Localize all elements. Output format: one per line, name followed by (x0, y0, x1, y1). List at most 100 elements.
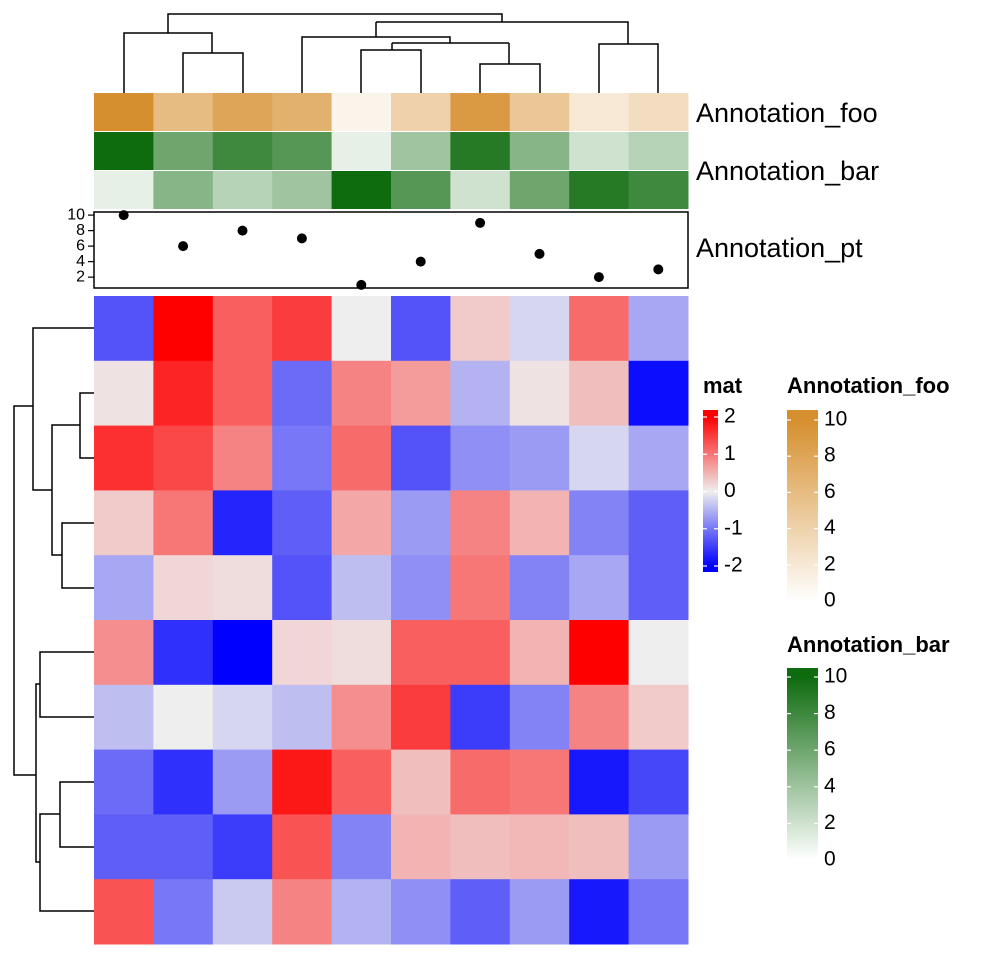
legend-tick-label: 0 (824, 848, 836, 871)
heatmap-cell (450, 490, 511, 556)
heatmap-cell (450, 684, 511, 751)
heatmap-cell (509, 814, 570, 880)
heatmap-cell (569, 360, 630, 427)
heatmap-cell (212, 425, 273, 491)
heatmap-cell (212, 620, 273, 686)
heatmap-cell (272, 749, 333, 815)
heatmap-cell (391, 620, 451, 686)
heatmap-cell (331, 879, 392, 945)
heatmap-cell (509, 555, 570, 621)
heatmap-cell (391, 814, 451, 880)
annotation-cell (509, 132, 570, 170)
heatmap-cell (450, 360, 511, 427)
point (118, 210, 129, 221)
heatmap-cell (272, 490, 333, 556)
legend-tick-label: 8 (824, 444, 836, 467)
heatmap-cell (569, 620, 630, 686)
legend-tick-label: 10 (824, 665, 847, 688)
annotation-cell (212, 171, 273, 209)
annotation-cell (509, 93, 570, 131)
heatmap-cell (94, 814, 154, 880)
legend-tick-label: 2 (724, 405, 736, 428)
heatmap-cell (212, 749, 273, 815)
heatmap-cell (212, 814, 273, 880)
heatmap-cell (272, 814, 333, 880)
heatmap-cell (450, 879, 511, 945)
heatmap-cell (450, 555, 511, 621)
heatmap-cell (94, 620, 154, 686)
legend-tick-label: -2 (724, 554, 743, 577)
heatmap-cell (272, 620, 333, 686)
point (415, 256, 426, 267)
point (653, 264, 664, 275)
row-dendrogram (13, 327, 94, 912)
legend-tick-label: 0 (824, 589, 836, 612)
legend-tick-label: 4 (824, 516, 836, 539)
heatmap-cell (331, 814, 392, 880)
legend-tick-label: 4 (824, 774, 836, 797)
heatmap-cell (569, 749, 630, 815)
heatmap-cell (391, 490, 451, 556)
annotation-cell (153, 171, 214, 209)
annotation-cell (212, 132, 273, 170)
legend-tick-label: 6 (824, 738, 836, 761)
annotation-cell (450, 93, 511, 131)
annotation-cell (272, 132, 333, 170)
heatmap-cell (272, 879, 333, 945)
annotation-cell (94, 132, 154, 170)
heatmap-cell (94, 425, 154, 491)
annotation-cell (272, 93, 333, 131)
legend-tick-label: -1 (724, 516, 743, 539)
annotation-cell (391, 171, 451, 209)
legend-tick-label: 2 (824, 552, 836, 575)
column-dendrogram (123, 13, 659, 93)
heatmap-cell (272, 296, 333, 362)
heatmap-cell (569, 296, 630, 362)
y-tick-label: 8 (76, 222, 85, 239)
annotation-cell (331, 132, 392, 170)
heatmap-cell (628, 814, 689, 880)
heatmap-cell (509, 490, 570, 556)
heatmap-cell (509, 684, 570, 751)
heatmap-cell (450, 814, 511, 880)
y-tick-label: 4 (76, 253, 85, 270)
y-tick-label: 10 (67, 206, 85, 223)
annotation-cell (569, 93, 630, 131)
heatmap-cell (628, 749, 689, 815)
heatmap-cell (331, 684, 392, 751)
heatmap-cell (94, 749, 154, 815)
heatmap-cell (628, 555, 689, 621)
heatmap-cell (509, 620, 570, 686)
heatmap-cell (391, 879, 451, 945)
heatmap-cell (569, 879, 630, 945)
heatmap-cell (450, 296, 511, 362)
legend-colorbar (787, 668, 818, 860)
legend-tick-label: 1 (724, 442, 736, 465)
annotation-cell (450, 132, 511, 170)
heatmap-cell (628, 360, 689, 427)
y-tick-label: 6 (76, 237, 85, 254)
annotation-cell (94, 171, 154, 209)
legend-tick-label: 10 (824, 408, 847, 431)
heatmap-cell (391, 684, 451, 751)
legend-title: Annotation_bar (787, 632, 950, 657)
annotation-cell (569, 171, 630, 209)
heatmap-cell (628, 620, 689, 686)
legend-tick-label: 6 (824, 480, 836, 503)
legend-tick-label: 8 (824, 701, 836, 724)
annotation-label: Annotation_foo (696, 98, 878, 128)
heatmap-cell (331, 296, 392, 362)
heatmap-cell (212, 684, 273, 751)
heatmap-cell (331, 490, 392, 556)
point (237, 225, 248, 236)
legend-tick-label: 2 (824, 811, 836, 834)
legend-tick-label: 0 (724, 479, 736, 502)
heatmap-cell (391, 296, 451, 362)
heatmap-cell (509, 296, 570, 362)
annotation-cell (391, 132, 451, 170)
heatmap-cell (272, 425, 333, 491)
point (356, 279, 367, 290)
heatmap-cell (509, 879, 570, 945)
heatmap-cell (628, 296, 689, 362)
